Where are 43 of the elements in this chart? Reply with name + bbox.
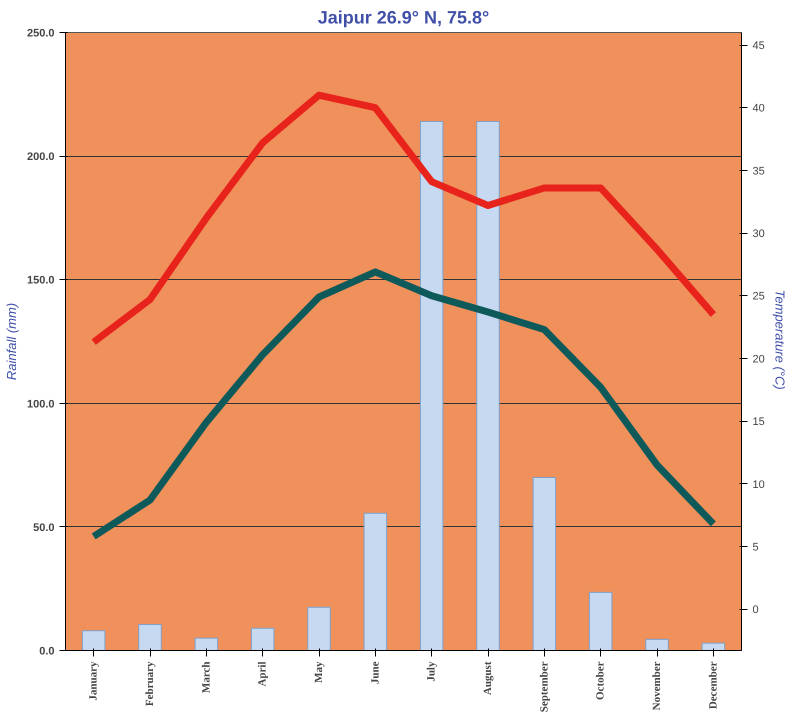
chart-title: Jaipur 26.9° N, 75.8° <box>318 8 490 28</box>
bar <box>82 630 106 650</box>
bar <box>476 120 500 650</box>
y2-tick-label: 15 <box>752 416 765 428</box>
x-tick-label: December <box>707 661 720 710</box>
y2-tick-label: 20 <box>752 353 765 366</box>
x-tick-label: October <box>594 661 607 700</box>
y2-tick-label: 5 <box>752 541 759 554</box>
y2-tick-label: 40 <box>752 102 765 115</box>
y-tick-label: 0.0 <box>39 646 55 658</box>
y-tick-label: 100.0 <box>26 398 55 410</box>
y2-tick-label: 35 <box>752 165 765 178</box>
bar <box>307 606 331 650</box>
y2-tick-label: 10 <box>752 478 765 491</box>
x-tick-label: May <box>313 661 325 683</box>
x-tick-label: June <box>369 661 382 684</box>
bar <box>138 624 162 650</box>
bar <box>250 628 274 650</box>
y2-tick-label: 0 <box>752 604 759 616</box>
y-tick-label: 50.0 <box>33 522 55 534</box>
bar <box>194 638 218 650</box>
x-tick-label: February <box>144 661 156 706</box>
x-tick-label: April <box>256 661 269 687</box>
bar <box>364 512 388 650</box>
y2-tick-label: 25 <box>752 290 765 303</box>
bar <box>702 642 726 650</box>
bar <box>645 638 669 650</box>
bar <box>532 476 556 650</box>
x-tick-label: August <box>482 661 494 696</box>
x-tick-label: September <box>538 661 550 712</box>
y-tick-label: 250.0 <box>26 28 55 40</box>
bar <box>588 592 612 650</box>
x-tick-label: March <box>200 661 212 694</box>
bar <box>420 120 444 650</box>
y-tick-label: 200.0 <box>26 151 55 164</box>
x-tick-label: November <box>651 661 663 710</box>
y2-axis-title: Temperature (°C) <box>772 290 788 390</box>
y2-tick-label: 30 <box>752 228 765 240</box>
y2-tick-label: 45 <box>752 40 765 52</box>
x-tick-label: January <box>88 661 100 701</box>
x-tick-label: July <box>426 661 438 682</box>
y-tick-label: 150.0 <box>26 274 55 287</box>
y-axis-title: Rainfall (mm) <box>4 302 19 380</box>
